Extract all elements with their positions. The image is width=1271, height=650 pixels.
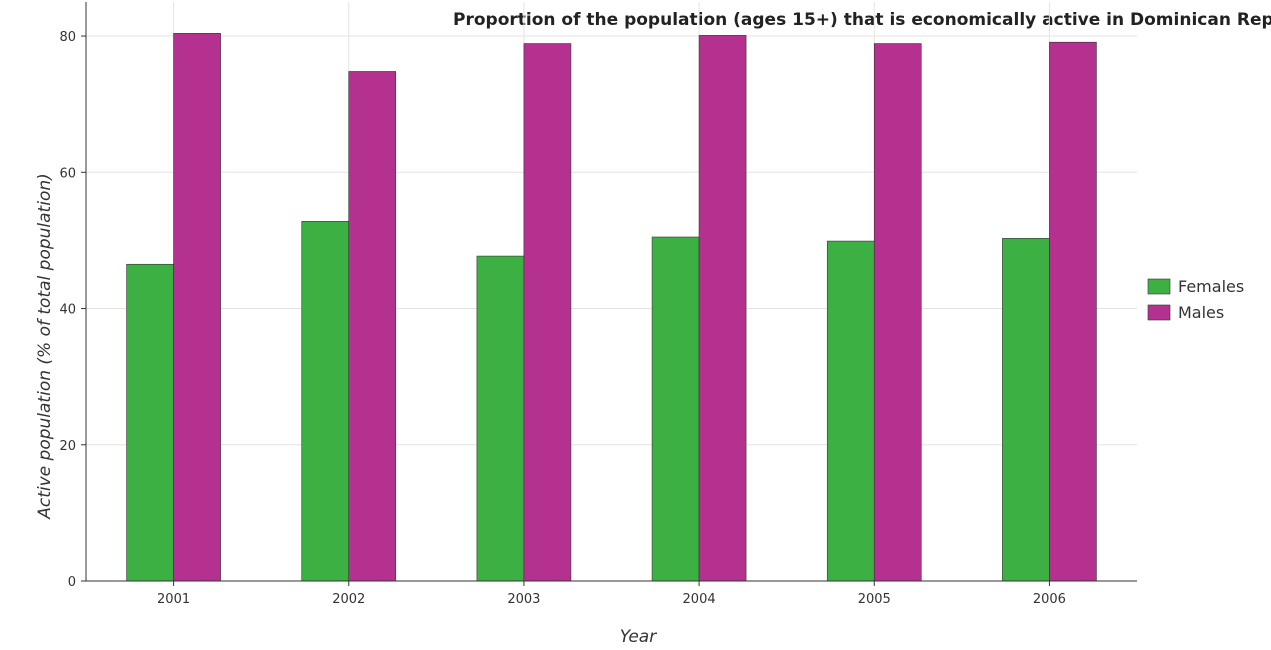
bar-males-2001 xyxy=(173,33,221,582)
x-tick-label: 2005 xyxy=(858,592,891,607)
bar-females-2006 xyxy=(1002,238,1050,582)
bar-males-2004 xyxy=(698,35,747,582)
bar-females-2003 xyxy=(476,255,525,582)
x-axis-label: Year xyxy=(620,627,657,647)
bar-males-2003 xyxy=(523,43,572,582)
y-tick-label: 80 xyxy=(59,30,76,45)
bar-females-2001 xyxy=(126,263,174,582)
legend-swatch-males xyxy=(1147,304,1171,321)
x-tick-label: 2004 xyxy=(683,592,716,607)
y-tick-label: 0 xyxy=(68,575,76,590)
bar-males-2006 xyxy=(1049,41,1097,582)
grid xyxy=(86,2,1137,582)
bars xyxy=(126,33,1097,582)
x-tick-label: 2002 xyxy=(332,592,365,607)
legend: Females Males xyxy=(1147,277,1244,322)
bar-females-2004 xyxy=(651,236,700,582)
legend-label-females: Females xyxy=(1178,277,1244,296)
x-tick-label: 2001 xyxy=(157,592,190,607)
axes: 0 20 40 60 80 2001 2002 2003 2004 2005 2006 xyxy=(59,2,1137,607)
chart-title: Proportion of the population (ages 15+) … xyxy=(453,10,1271,30)
bar-females-2005 xyxy=(826,240,875,582)
legend-swatch-females xyxy=(1147,278,1171,295)
y-tick-label: 40 xyxy=(59,303,76,318)
x-tick-label: 2006 xyxy=(1033,592,1066,607)
bar-females-2002 xyxy=(301,221,350,582)
bar-males-2005 xyxy=(873,43,922,582)
y-tick-label: 20 xyxy=(59,439,76,454)
y-axis-label: Active population (% of total population… xyxy=(35,173,55,520)
x-tick-label: 2003 xyxy=(507,592,540,607)
bar-males-2002 xyxy=(348,71,397,582)
legend-label-males: Males xyxy=(1178,303,1224,322)
y-tick-label: 60 xyxy=(59,166,76,181)
